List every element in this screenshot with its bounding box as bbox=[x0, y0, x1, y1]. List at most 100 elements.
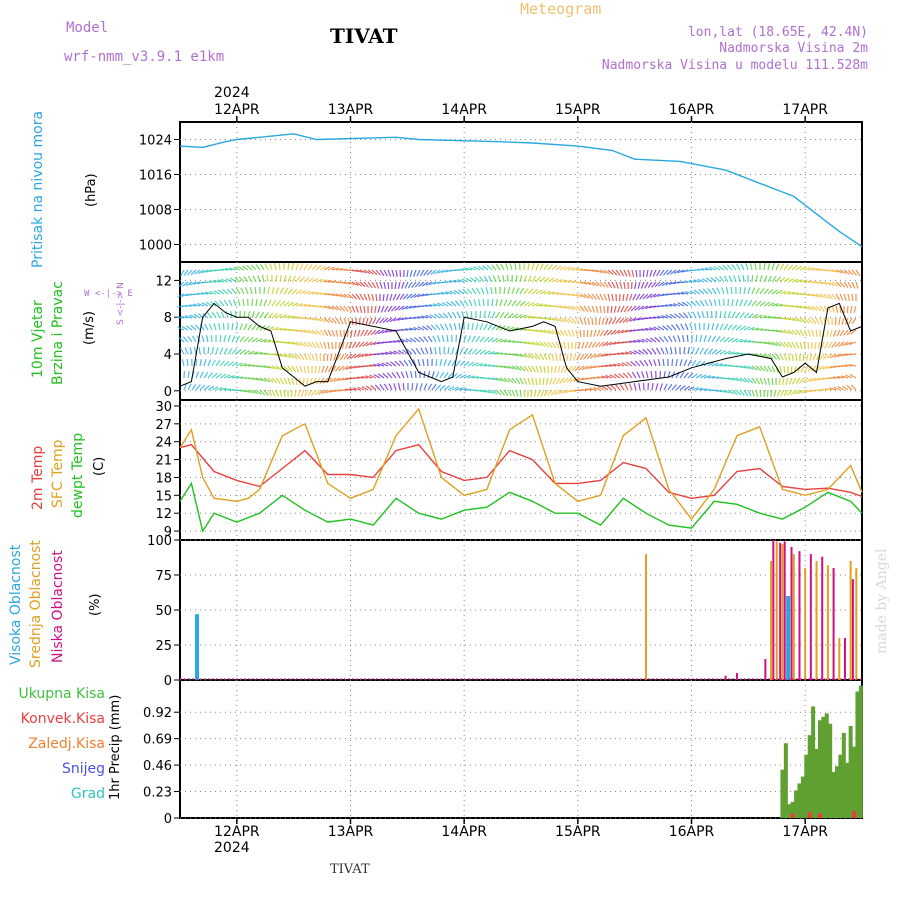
wind-arrow bbox=[645, 371, 649, 379]
wind-arrow bbox=[601, 385, 609, 391]
wind-arrow bbox=[835, 281, 842, 288]
wind-arrow bbox=[663, 335, 669, 343]
wind-arrow bbox=[465, 267, 473, 271]
wind-arrow bbox=[735, 377, 743, 382]
wind-arrow bbox=[594, 341, 601, 348]
wind-arrow bbox=[578, 341, 581, 349]
wind-arrow bbox=[219, 373, 227, 379]
wind-arrow bbox=[783, 365, 786, 374]
wind-arrow bbox=[507, 326, 515, 331]
wind-arrow bbox=[603, 293, 608, 301]
wind-arrow bbox=[628, 340, 637, 343]
wind-arrow bbox=[323, 341, 327, 349]
wind-arrow bbox=[219, 360, 226, 367]
precip-bar bbox=[783, 743, 788, 818]
wind-arrow bbox=[350, 329, 353, 338]
wind-arrow bbox=[795, 265, 803, 271]
wind-arrow bbox=[755, 365, 762, 372]
wind-arrow bbox=[247, 389, 255, 394]
wind-arrow bbox=[783, 291, 791, 295]
wind-arrow bbox=[743, 340, 751, 343]
wind-arrow bbox=[773, 389, 777, 397]
wind-arrow bbox=[843, 329, 849, 336]
wind-arrow bbox=[719, 349, 727, 355]
wind-arrow bbox=[210, 334, 213, 343]
wind-arrow bbox=[715, 323, 719, 331]
wind-arrow bbox=[617, 305, 621, 313]
wind-arrow bbox=[799, 329, 805, 337]
wind-arrow bbox=[587, 293, 594, 300]
wind-arrow bbox=[533, 389, 537, 397]
wind-arrow bbox=[543, 365, 546, 374]
wind-arrow bbox=[217, 289, 225, 295]
wind-arrow bbox=[786, 389, 793, 396]
wind-arrow bbox=[675, 359, 678, 367]
wind-arrow bbox=[264, 263, 269, 271]
wind-arrow bbox=[591, 281, 599, 287]
wind-arrow bbox=[487, 350, 495, 355]
cloud-bar bbox=[735, 673, 738, 680]
precip-ytick-label: 0 bbox=[164, 812, 172, 827]
wind-arrow bbox=[677, 269, 685, 274]
wind-arrow bbox=[531, 353, 538, 360]
wind-arrow bbox=[447, 359, 452, 367]
wind-arrow bbox=[239, 336, 245, 343]
wind-arrow bbox=[763, 275, 768, 283]
wind-arrow bbox=[826, 353, 833, 359]
wind-arrow bbox=[402, 293, 409, 300]
wind-arrow bbox=[629, 317, 637, 322]
wind-arrow bbox=[717, 265, 725, 271]
temp-ytick-label: 27 bbox=[155, 418, 172, 433]
wind-arrow bbox=[783, 329, 791, 335]
cloud-bar bbox=[849, 561, 852, 680]
wind-arrow bbox=[431, 383, 437, 391]
wind-arrow bbox=[839, 269, 847, 275]
wind-arrow bbox=[723, 323, 729, 331]
wind-arrow bbox=[665, 347, 669, 355]
wind-arrow bbox=[707, 375, 715, 379]
pressure-series-pritisak-na-nivou-mora bbox=[179, 133, 863, 248]
wind-arrow bbox=[405, 338, 413, 343]
wind-arrow bbox=[365, 375, 373, 379]
wind-arrow bbox=[791, 317, 799, 322]
wind-arrow bbox=[211, 372, 218, 379]
wind-arrow bbox=[190, 324, 197, 331]
wind-arrow bbox=[839, 305, 842, 314]
wind-arrow bbox=[645, 337, 653, 343]
wind-arrow bbox=[815, 305, 822, 312]
wind-arrow bbox=[759, 275, 763, 283]
wind-arrow bbox=[190, 269, 197, 276]
wind-arrow bbox=[353, 387, 361, 391]
wind-arrow bbox=[295, 263, 299, 271]
wind-arrow bbox=[195, 384, 201, 391]
wind-arrow bbox=[283, 275, 287, 283]
wind-arrow bbox=[323, 305, 331, 310]
wind-arrow bbox=[251, 351, 259, 355]
wind-arrow bbox=[531, 302, 539, 307]
wind-arrow bbox=[699, 374, 707, 379]
wind-arrow bbox=[271, 299, 277, 307]
wind-arrow bbox=[599, 305, 602, 313]
wind-arrow bbox=[377, 363, 385, 367]
wind-arrow bbox=[409, 337, 417, 343]
wind-arrow bbox=[851, 293, 854, 302]
wind-arrow bbox=[433, 269, 441, 275]
wind-arrow bbox=[719, 336, 726, 343]
wind-arrow bbox=[470, 310, 473, 319]
wind-arrow bbox=[589, 329, 593, 337]
wind-arrow bbox=[205, 335, 209, 343]
wind-arrow bbox=[370, 329, 377, 336]
wind-arrow bbox=[545, 377, 549, 385]
wind-arrow bbox=[711, 362, 719, 367]
wind-arrow bbox=[495, 311, 500, 319]
wind-arrow bbox=[389, 293, 393, 301]
wind-arrow bbox=[377, 305, 381, 313]
wind-arrow bbox=[557, 365, 561, 373]
wind-arrow bbox=[397, 317, 405, 321]
day-label-top: 16APR bbox=[669, 102, 715, 118]
wind-arrow bbox=[271, 389, 276, 397]
wind-arrow bbox=[327, 280, 336, 283]
wind-arrow bbox=[822, 353, 829, 360]
wind-arrow bbox=[719, 276, 725, 283]
wind-arrow bbox=[371, 293, 375, 301]
